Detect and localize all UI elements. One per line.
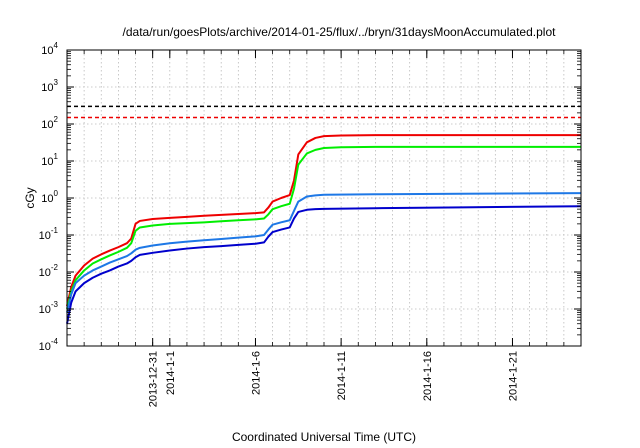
series-line — [66, 192, 582, 313]
y-tick-label: 10-4 — [39, 337, 59, 353]
y-tick-base: 10 — [41, 156, 53, 168]
series-line — [66, 134, 581, 307]
y-tick-exponent: -2 — [51, 263, 59, 272]
y-tick-label: 10-2 — [39, 263, 59, 279]
y-tick-base: 10 — [41, 82, 53, 94]
y-tick-label: 10-3 — [39, 300, 59, 316]
y-tick-base: 10 — [39, 267, 51, 279]
y-tick-base: 10 — [41, 45, 53, 57]
y-tick-exponent: 1 — [54, 152, 59, 161]
y-tick-exponent: -1 — [51, 226, 59, 235]
series-line — [66, 205, 582, 324]
series-line — [66, 145, 581, 310]
x-tick-label: 2014-1-1 — [165, 351, 177, 395]
y-tick-label: 101 — [41, 152, 58, 168]
y-tick-label: 100 — [41, 189, 58, 205]
y-tick-exponent: -3 — [51, 300, 59, 309]
x-tick-label: 2014-1-11 — [336, 351, 348, 400]
x-tick-label: 2013-12-31 — [148, 351, 160, 407]
y-tick-label: 102 — [41, 115, 58, 131]
y-tick-base: 10 — [41, 119, 53, 131]
y-tick-label: 10-1 — [39, 226, 59, 242]
axis-ticks — [67, 49, 581, 347]
y-axis-label: cGy — [23, 187, 37, 208]
y-tick-base: 10 — [39, 304, 51, 316]
x-tick-labels: 2013-12-31 2014-1-1 2014-1-6 2014-1-11 2014-… — [148, 351, 520, 407]
reference-lines — [67, 105, 581, 119]
y-tick-exponent: 0 — [54, 189, 59, 198]
y-tick-label: 104 — [41, 41, 58, 57]
y-tick-exponent: 2 — [54, 115, 59, 124]
y-tick-label: 103 — [41, 78, 58, 94]
x-tick-label: 2014-1-6 — [250, 351, 262, 395]
y-tick-exponent: -4 — [51, 337, 59, 346]
grid — [67, 50, 581, 346]
y-tick-base: 10 — [39, 341, 51, 353]
y-tick-exponent: 4 — [54, 41, 59, 50]
y-tick-base: 10 — [39, 230, 51, 242]
x-tick-label: 2014-1-21 — [507, 351, 519, 401]
y-tick-base: 10 — [41, 193, 53, 205]
x-axis-label: Coordinated Universal Time (UTC) — [232, 430, 416, 444]
series-group — [66, 134, 582, 324]
x-tick-label: 2014-1-16 — [422, 351, 434, 401]
y-tick-exponent: 3 — [54, 78, 59, 87]
chart-title: /data/run/goesPlots/archive/2014-01-25/f… — [123, 25, 557, 39]
